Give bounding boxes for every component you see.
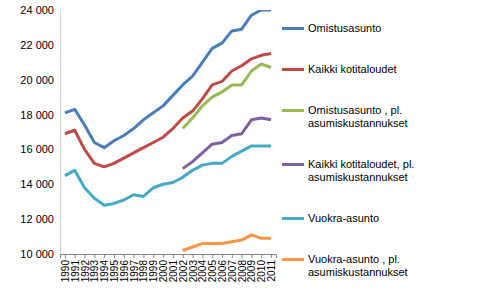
legend-label-line: Vuokra-asunto , pl. — [308, 253, 400, 265]
legend-label: Omistusasunto — [308, 22, 381, 34]
legend-swatch — [282, 163, 304, 166]
x-tick-label: 2011 — [266, 260, 277, 282]
x-axis-line — [61, 255, 277, 259]
series-line — [183, 235, 271, 251]
legend-swatch — [282, 68, 304, 71]
x-tick-mark — [134, 254, 135, 258]
y-tick: 20 000 — [20, 74, 60, 86]
y-tick-label: 20 000 — [20, 74, 54, 86]
legend-swatch — [282, 109, 304, 112]
y-axis-line — [60, 11, 61, 255]
legend-label: Kaikki kotitaloudet — [308, 63, 397, 75]
x-tick-mark — [261, 254, 262, 258]
x-tick-mark — [251, 254, 252, 258]
y-tick-label: 24 000 — [20, 4, 54, 16]
x-tick-mark — [153, 254, 154, 258]
x-tick-mark — [183, 254, 184, 258]
lines — [65, 10, 271, 251]
legend-label: Vuokra-asunto , pl.asumiskustannukset — [308, 253, 408, 278]
legend-label: Kaikki kotitaloudet, pl.asumiskustannuks… — [308, 158, 414, 183]
x-tick-mark — [114, 254, 115, 258]
legend-item: Omistusasunto , pl.asumiskustannukset — [282, 104, 408, 129]
series-line — [65, 10, 271, 148]
series-line — [65, 54, 271, 167]
legend-label-line: Omistusasunto , pl. — [308, 104, 402, 116]
x-tick-mark — [173, 254, 174, 258]
y-tick: 18 000 — [20, 109, 60, 121]
legend-item: Omistusasunto — [282, 22, 381, 34]
x-tick: 2011 — [266, 254, 277, 282]
y-tick-label: 10 000 — [20, 248, 54, 260]
legend: Omistusasunto Kaikki kotitaloudet Omistusa… — [282, 22, 414, 278]
y-tick: 10 000 — [20, 248, 60, 260]
x-tick-mark — [124, 254, 125, 258]
legend-label: Vuokra-asunto — [308, 212, 379, 224]
legend-swatch — [282, 27, 304, 30]
y-tick-label: 14 000 — [20, 178, 54, 190]
x-tick-mark — [85, 254, 86, 258]
y-tick: 14 000 — [20, 178, 60, 190]
legend-label: Omistusasunto , pl.asumiskustannukset — [308, 104, 408, 129]
x-tick-mark — [242, 254, 243, 258]
y-tick-label: 12 000 — [20, 213, 54, 225]
x-tick-mark — [193, 254, 194, 258]
legend-item: Vuokra-asunto , pl.asumiskustannukset — [282, 253, 408, 278]
y-tick-label: 16 000 — [20, 143, 54, 155]
series-line — [65, 146, 271, 205]
legend-item: Kaikki kotitaloudet, pl.asumiskustannuks… — [282, 158, 414, 183]
x-tick-mark — [271, 254, 272, 258]
legend-swatch — [282, 258, 304, 261]
y-tick-label: 18 000 — [20, 109, 54, 121]
legend-label-line: Omistusasunto — [308, 22, 381, 34]
y-tick: 16 000 — [20, 143, 60, 155]
legend-label-line: Kaikki kotitaloudet — [308, 63, 397, 75]
y-tick: 24 000 — [20, 4, 60, 16]
chart: 10 000 12 000 14 000 16 000 18 000 20 000 22 0… — [0, 0, 494, 301]
x-tick-mark — [104, 254, 105, 258]
x-tick-mark — [65, 254, 66, 258]
x-tick-mark — [143, 254, 144, 258]
y-tick: 12 000 — [20, 213, 60, 225]
x-tick-mark — [163, 254, 164, 258]
legend-item: Vuokra-asunto — [282, 212, 379, 224]
plot: 10 000 12 000 14 000 16 000 18 000 20 000 22 0… — [20, 4, 277, 282]
x-tick-mark — [232, 254, 233, 258]
y-tick-label: 22 000 — [20, 39, 54, 51]
legend-swatch — [282, 217, 304, 220]
x-axis: 1990199119921993199419951996199719981999… — [60, 254, 277, 282]
legend-label-line: asumiskustannukset — [308, 171, 408, 183]
x-tick-mark — [212, 254, 213, 258]
legend-item: Kaikki kotitaloudet — [282, 63, 397, 75]
legend-label-line: Vuokra-asunto — [308, 212, 379, 224]
y-tick: 22 000 — [20, 39, 60, 51]
x-tick-mark — [222, 254, 223, 258]
x-tick-mark — [202, 254, 203, 258]
legend-label-line: asumiskustannukset — [308, 266, 408, 278]
legend-label-line: asumiskustannukset — [308, 117, 408, 129]
legend-label-line: Kaikki kotitaloudet, pl. — [308, 158, 414, 170]
x-tick-mark — [75, 254, 76, 258]
x-tick-mark — [94, 254, 95, 258]
y-axis: 10 000 12 000 14 000 16 000 18 000 20 000 22 0… — [20, 4, 60, 260]
